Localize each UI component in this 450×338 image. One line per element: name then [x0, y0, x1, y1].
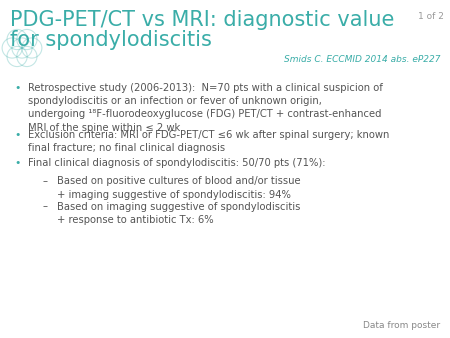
- Text: Smids C. ECCMID 2014 abs. eP227: Smids C. ECCMID 2014 abs. eP227: [284, 55, 440, 64]
- Text: Based on positive cultures of blood and/or tissue
+ imaging suggestive of spondy: Based on positive cultures of blood and/…: [57, 176, 301, 200]
- Text: Retrospective study (2006-2013):  N=70 pts with a clinical suspicion of
spondylo: Retrospective study (2006-2013): N=70 pt…: [28, 83, 383, 132]
- Text: •: •: [15, 130, 21, 140]
- Text: –: –: [42, 176, 48, 187]
- Text: 1 of 2: 1 of 2: [418, 12, 444, 21]
- Text: •: •: [15, 158, 21, 168]
- Text: Based on imaging suggestive of spondylodiscitis
+ response to antibiotic Tx: 6%: Based on imaging suggestive of spondylod…: [57, 201, 301, 225]
- Text: for spondylodiscitis: for spondylodiscitis: [10, 30, 212, 50]
- Text: •: •: [15, 83, 21, 93]
- Text: Data from poster: Data from poster: [363, 321, 440, 330]
- Text: PDG-PET/CT vs MRI: diagnostic value: PDG-PET/CT vs MRI: diagnostic value: [10, 10, 394, 30]
- Text: Exclusion criteria: MRI or FDG-PET/CT ≤6 wk after spinal surgery; known
final fr: Exclusion criteria: MRI or FDG-PET/CT ≤6…: [28, 130, 389, 153]
- Text: Final clinical diagnosis of spondylodiscitis: 50/70 pts (71%):: Final clinical diagnosis of spondylodisc…: [28, 158, 325, 168]
- Text: –: –: [42, 201, 48, 212]
